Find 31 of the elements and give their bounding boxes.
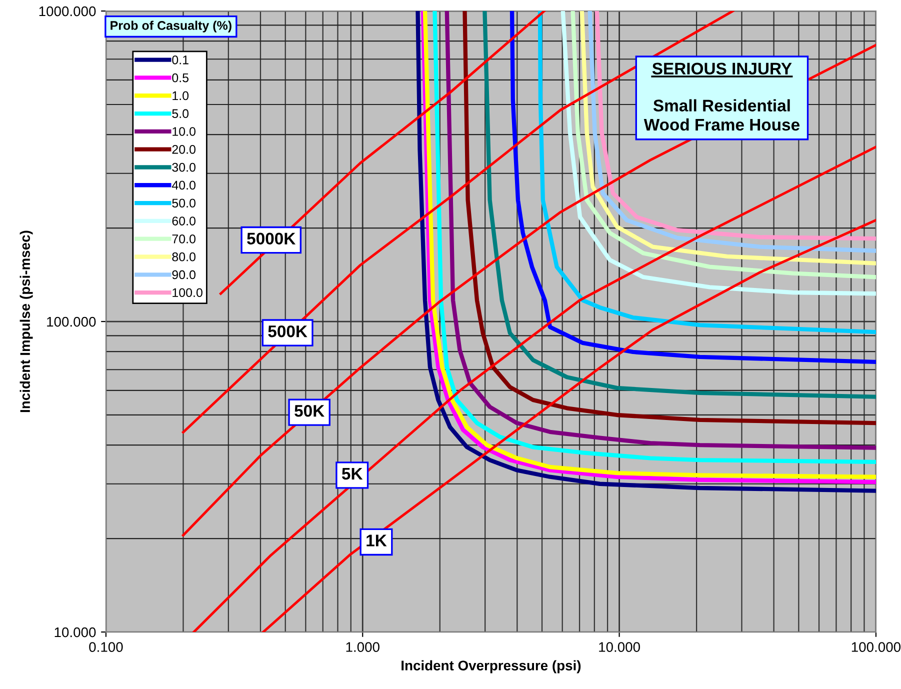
- legend-label: 100.0: [172, 288, 202, 298]
- y-tick-label: 10.000: [54, 627, 96, 638]
- text: SERIOUS INJURY: [652, 62, 792, 74]
- x-tick-label: 100.000: [852, 642, 901, 652]
- annotation: 5K: [342, 468, 363, 480]
- legend-title: Prob of Casualty (%): [110, 20, 232, 32]
- x-tick-label: 0.100: [89, 642, 123, 652]
- legend-label: 80.0: [172, 252, 196, 262]
- y-tick-label: 100.000: [47, 316, 96, 327]
- legend-label: 20.0: [172, 144, 196, 154]
- legend-label: 40.0: [172, 180, 196, 190]
- annotation: 5000K: [247, 232, 296, 245]
- legend-label: 90.0: [172, 270, 196, 280]
- legend-label: 10.0: [172, 127, 196, 136]
- legend-label: 0.1: [172, 55, 188, 64]
- x-tick-label: 10.000: [599, 642, 640, 652]
- legend-label: 30.0: [172, 162, 196, 172]
- x-axis-title: Incident Overpressure (psi): [402, 660, 581, 674]
- legend-label: 5.0: [172, 109, 189, 118]
- y-axis-title: Incident Impulse (psi-msec): [20, 230, 33, 412]
- x-tick-label: 1.000: [346, 642, 380, 652]
- legend-label: 50.0: [172, 198, 196, 208]
- legend-label: 0.5: [172, 73, 189, 82]
- legend-label: 70.0: [172, 234, 196, 244]
- legend-label: 60.0: [172, 216, 196, 226]
- y-tick-label: 1000.000: [39, 6, 96, 16]
- text: Small Residential Wood Frame House: [644, 99, 800, 131]
- legend-label: 1.0: [172, 91, 189, 100]
- annotation: 50K: [294, 404, 324, 417]
- annotation: 500K: [268, 325, 308, 338]
- annotation: 1K: [366, 534, 387, 546]
